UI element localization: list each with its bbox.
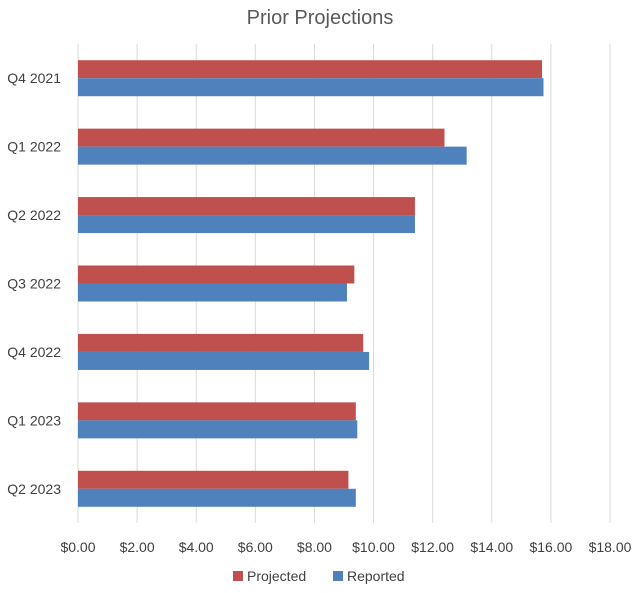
x-tick-label: $2.00 — [120, 539, 155, 555]
y-tick-label: Q1 2022 — [7, 139, 61, 155]
x-axis-labels: $0.00 $2.00 $4.00 $6.00 $8.00 $10.00 $12.00 $14… — [60, 539, 631, 555]
legend-label-reported: Reported — [347, 568, 405, 584]
x-tick-label: $6.00 — [238, 539, 273, 555]
bar-reported-q1-2022 — [78, 146, 467, 165]
bar-reported-q4-2021 — [78, 78, 544, 97]
y-tick-label: Q2 2022 — [7, 207, 61, 223]
x-tick-label: $8.00 — [297, 539, 332, 555]
bar-projected-q1-2023 — [78, 402, 356, 421]
bar-reported-q4-2022 — [78, 351, 370, 370]
bar-projected-q4-2021 — [78, 60, 543, 79]
y-tick-label: Q1 2023 — [7, 412, 61, 428]
bar-reported-q2-2023 — [78, 488, 356, 507]
legend-swatch-projected — [233, 571, 243, 581]
bar-projected-q1-2022 — [78, 128, 445, 147]
y-tick-label: Q2 2023 — [7, 481, 61, 497]
bars — [78, 60, 544, 507]
x-tick-label: $10.00 — [352, 539, 395, 555]
bar-projected-q2-2023 — [78, 470, 349, 489]
y-axis-labels: Q4 2021 Q1 2022 Q2 2022 Q3 2022 Q4 2022 Q1 20… — [7, 70, 61, 497]
bar-reported-q2-2022 — [78, 215, 415, 234]
y-tick-label: Q4 2022 — [7, 344, 61, 360]
x-tick-label: $16.00 — [529, 539, 572, 555]
legend-swatch-reported — [333, 571, 343, 581]
y-tick-label: Q4 2021 — [7, 70, 61, 86]
y-tick-label: Q3 2022 — [7, 276, 61, 292]
x-tick-label: $12.00 — [411, 539, 454, 555]
bar-reported-q3-2022 — [78, 283, 347, 302]
bar-reported-q1-2023 — [78, 420, 358, 439]
chart-title: Prior Projections — [247, 7, 394, 29]
bar-projected-q3-2022 — [78, 265, 355, 284]
x-tick-label: $0.00 — [60, 539, 95, 555]
legend: Projected Reported — [233, 568, 405, 584]
x-tick-label: $4.00 — [179, 539, 214, 555]
legend-label-projected: Projected — [247, 568, 306, 584]
bar-projected-q2-2022 — [78, 197, 415, 216]
x-tick-label: $18.00 — [589, 539, 632, 555]
bar-projected-q4-2022 — [78, 333, 364, 352]
x-tick-label: $14.00 — [470, 539, 513, 555]
